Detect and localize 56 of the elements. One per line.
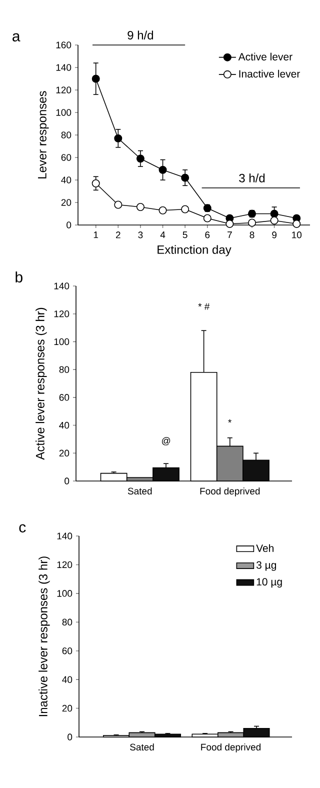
x-tick-label: 2 [116,232,120,238]
x-tick-label: 6 [205,232,210,238]
x-tick-label: 3 [138,232,143,238]
x-axis-title: Extinction day [158,245,232,256]
chart-title: c [19,524,26,532]
x-tick-label: Food deprived [201,744,260,752]
y-tick-label: 60 [61,154,72,161]
legend-label: 10 µg [256,578,282,588]
legend-label: Inactive lever [239,70,300,78]
y-tick-label: 80 [61,132,72,138]
y-tick-label: 60 [59,394,70,401]
x-tick-label: 4 [160,232,166,238]
legend-label: 3 µg [256,561,276,571]
y-tick-label: 20 [59,450,70,457]
annotation: 9 h/d [128,30,154,40]
y-axis-title: Inactive lever responses (3 hr) [38,556,50,716]
annotation: @ [162,437,170,446]
y-tick-label: 20 [61,199,72,206]
x-tick-label: Sated [128,488,152,494]
y-tick-label: 140 [54,282,70,290]
y-tick-label: 140 [56,64,72,71]
annotation: 3 h/d [239,174,265,182]
y-tick-label: 100 [54,338,70,346]
x-tick-label: 8 [250,232,254,238]
y-tick-label: 0 [66,222,72,228]
y-axis-title: Lever responses [38,91,49,178]
x-tick-label: 7 [228,232,232,238]
y-tick-label: 40 [61,176,72,184]
chart-title: a [12,33,20,42]
y-tick-label: 0 [64,478,70,484]
x-tick-label: Sated [130,744,154,750]
y-tick-label: 160 [56,42,72,48]
y-tick-label: 120 [54,310,70,318]
y-tick-label: 120 [56,86,72,94]
y-tick-label: 0 [68,734,72,740]
y-tick-label: 100 [57,590,72,597]
x-tick-label: 10 [292,232,302,238]
legend-label: Active lever [238,52,292,60]
annotation: * [228,419,232,423]
x-tick-label: 5 [182,232,188,238]
y-tick-label: 20 [62,704,72,712]
y-tick-label: 100 [56,109,72,116]
y-tick-label: 40 [62,676,72,683]
x-tick-label: 9 [272,232,276,238]
y-tick-label: 60 [62,647,72,654]
annotation: * # [198,303,210,310]
y-tick-label: 40 [59,422,70,429]
y-tick-label: 80 [62,618,72,626]
y-axis-title: Active lever responses (3 hr) [36,308,47,460]
legend-label: Veh [256,544,274,552]
x-tick-label: 1 [94,232,98,238]
chart-title: b [16,271,22,282]
y-tick-label: 80 [59,366,70,373]
y-tick-label: 140 [57,532,72,540]
y-tick-label: 120 [57,561,72,568]
x-tick-label: Food deprived [200,488,260,496]
